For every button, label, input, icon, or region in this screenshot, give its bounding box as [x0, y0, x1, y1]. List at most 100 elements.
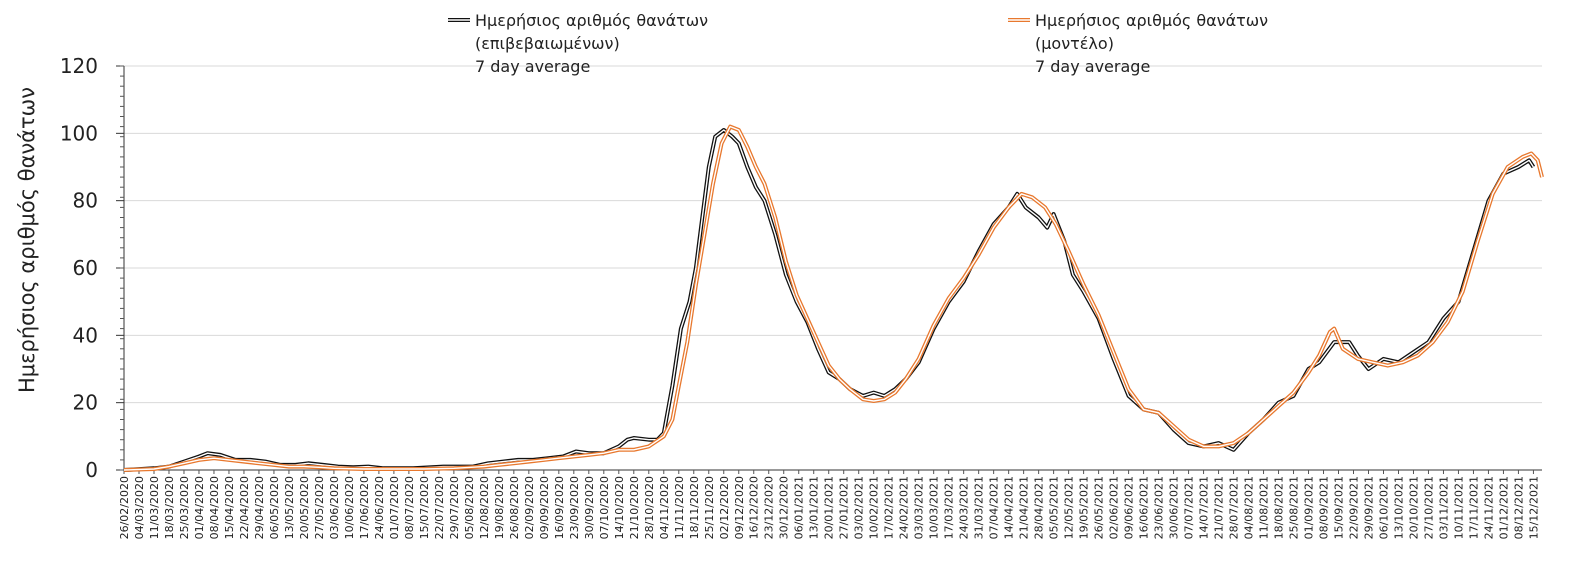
x-tick-label: 13/10/2021	[1392, 476, 1405, 539]
legend-label-2-line-2: (μοντέλο)	[1035, 34, 1114, 53]
x-tick-label: 18/03/2020	[163, 476, 176, 539]
x-tick-label: 23/12/2020	[763, 476, 776, 539]
legend-label-1-line-1: Ημερήσιος αριθμός θανάτων	[475, 11, 708, 30]
x-tick-labels: 26/02/2020 04/03/2020 11/03/2020 18/03/2020…	[118, 470, 1540, 539]
x-tick-label: 08/12/2021	[1512, 476, 1525, 539]
x-tick-label: 19/08/2020	[493, 476, 506, 539]
series-lines	[123, 124, 1544, 472]
y-tick-label: 60	[73, 256, 98, 280]
y-tick-label: 20	[73, 391, 98, 415]
x-tick-label: 10/03/2021	[928, 476, 941, 539]
x-tick-label: 05/05/2021	[1048, 476, 1061, 539]
x-tick-label: 22/07/2020	[433, 476, 446, 539]
x-tick-label: 27/01/2021	[838, 476, 851, 539]
x-tick-label: 09/09/2020	[538, 476, 551, 539]
x-tick-label: 10/11/2021	[1452, 476, 1465, 539]
x-tick-label: 15/07/2020	[418, 476, 431, 539]
x-tick-label: 10/02/2021	[868, 476, 881, 539]
x-tick-label: 28/07/2021	[1228, 476, 1241, 539]
legend: Ημερήσιος αριθμός θανάτων (επιβεβαιωμένων…	[448, 11, 1268, 76]
x-tick-label: 08/07/2020	[403, 476, 416, 539]
x-tick-label: 01/09/2021	[1303, 476, 1316, 539]
x-tick-label: 21/10/2020	[628, 476, 641, 539]
x-tick-label: 27/10/2021	[1422, 476, 1435, 539]
legend-label-1-line-3: 7 day average	[475, 57, 590, 76]
x-tick-label: 01/07/2020	[388, 476, 401, 539]
x-tick-label: 24/06/2020	[373, 476, 386, 539]
series-line-outline-2	[123, 124, 1544, 472]
x-tick-label: 08/04/2020	[208, 476, 221, 539]
x-tick-label: 13/05/2020	[283, 476, 296, 539]
x-tick-label: 19/05/2021	[1078, 476, 1091, 539]
x-tick-label: 02/06/2021	[1108, 476, 1121, 539]
x-tick-label: 29/04/2020	[253, 476, 266, 539]
x-tick-label: 28/04/2021	[1033, 476, 1046, 539]
x-tick-label: 14/07/2021	[1198, 476, 1211, 539]
x-tick-label: 15/04/2020	[223, 476, 236, 539]
x-tick-label: 03/02/2021	[853, 476, 866, 539]
x-tick-label: 21/04/2021	[1018, 476, 1031, 539]
x-tick-label: 07/10/2020	[598, 476, 611, 539]
x-tick-label: 26/08/2020	[508, 476, 521, 539]
x-tick-label: 07/04/2021	[988, 476, 1001, 539]
x-tick-label: 03/06/2020	[328, 476, 341, 539]
x-tick-label: 25/03/2020	[178, 476, 191, 539]
y-tick-labels: 0 20 40 60 80 100 120	[60, 54, 124, 482]
x-tick-label: 11/03/2020	[148, 476, 161, 539]
y-tick-label: 100	[60, 121, 98, 145]
x-tick-label: 12/05/2021	[1063, 476, 1076, 539]
x-tick-label: 03/03/2021	[913, 476, 926, 539]
x-tick-label: 14/04/2021	[1003, 476, 1016, 539]
x-tick-label: 20/10/2021	[1407, 476, 1420, 539]
x-tick-label: 15/12/2021	[1527, 476, 1540, 539]
legend-label-1-line-2: (επιβεβαιωμένων)	[475, 34, 620, 53]
x-tick-label: 12/08/2020	[478, 476, 491, 539]
legend-label-2-line-1: Ημερήσιος αριθμός θανάτων	[1035, 11, 1268, 30]
x-tick-label: 03/11/2021	[1437, 476, 1450, 539]
x-tick-label: 06/05/2020	[268, 476, 281, 539]
x-tick-label: 22/04/2020	[238, 476, 251, 539]
x-tick-label: 02/12/2020	[718, 476, 731, 539]
x-tick-label: 25/11/2020	[703, 476, 716, 539]
x-tick-label: 28/10/2020	[643, 476, 656, 539]
x-tick-label: 17/11/2021	[1467, 476, 1480, 539]
x-tick-label: 18/11/2020	[688, 476, 701, 539]
x-tick-label: 05/08/2020	[463, 476, 476, 539]
series-line-outline-1	[123, 128, 1536, 472]
x-tick-label: 16/06/2021	[1138, 476, 1151, 539]
legend-label-2-line-3: 7 day average	[1035, 57, 1150, 76]
x-tick-label: 06/10/2021	[1377, 476, 1390, 539]
x-tick-label: 26/05/2021	[1093, 476, 1106, 539]
x-tick-label: 20/05/2020	[298, 476, 311, 539]
x-tick-label: 11/08/2021	[1258, 476, 1271, 539]
x-tick-label: 09/12/2020	[733, 476, 746, 539]
x-tick-label: 06/01/2021	[793, 476, 806, 539]
x-tick-label: 17/06/2020	[358, 476, 371, 539]
x-tick-label: 15/09/2021	[1333, 476, 1346, 539]
x-tick-label: 16/09/2020	[553, 476, 566, 539]
x-tick-label: 30/12/2020	[778, 476, 791, 539]
x-tick-label: 23/09/2020	[568, 476, 581, 539]
x-tick-label: 24/02/2021	[898, 476, 911, 539]
x-tick-label: 26/02/2020	[118, 476, 131, 539]
x-tick-label: 17/03/2021	[943, 476, 956, 539]
x-tick-label: 16/12/2020	[748, 476, 761, 539]
x-tick-label: 23/06/2021	[1153, 476, 1166, 539]
y-tick-label: 120	[60, 54, 98, 78]
x-tick-label: 29/09/2021	[1362, 476, 1375, 539]
y-tick-label: 80	[73, 189, 98, 213]
x-tick-label: 14/10/2020	[613, 476, 626, 539]
x-tick-label: 18/08/2021	[1273, 476, 1286, 539]
x-tick-label: 29/07/2020	[448, 476, 461, 539]
x-tick-label: 01/04/2020	[193, 476, 206, 539]
x-tick-label: 30/09/2020	[583, 476, 596, 539]
y-axis-label: Ημερήσιος αριθμός θανάτων	[15, 87, 39, 393]
x-tick-label: 30/06/2021	[1168, 476, 1181, 539]
series-line-2	[123, 125, 1543, 471]
x-tick-label: 04/08/2021	[1243, 476, 1256, 539]
x-tick-label: 04/11/2020	[658, 476, 671, 539]
x-tick-label: 04/03/2020	[133, 476, 146, 539]
x-tick-label: 01/12/2021	[1497, 476, 1510, 539]
x-tick-label: 07/07/2021	[1183, 476, 1196, 539]
